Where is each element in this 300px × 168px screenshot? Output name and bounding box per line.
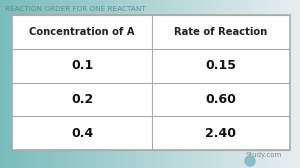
Bar — [12, 15, 290, 150]
Text: REACTION ORDER FOR ONE REACTANT: REACTION ORDER FOR ONE REACTANT — [5, 6, 146, 12]
Text: 0.2: 0.2 — [71, 93, 93, 106]
Text: Rate of Reaction: Rate of Reaction — [174, 27, 268, 37]
Circle shape — [245, 156, 255, 166]
Text: 0.1: 0.1 — [71, 59, 93, 72]
Text: Concentration of A: Concentration of A — [29, 27, 135, 37]
Text: 0.60: 0.60 — [206, 93, 236, 106]
Text: 0.15: 0.15 — [206, 59, 236, 72]
Text: 0.4: 0.4 — [71, 127, 93, 140]
Text: Study.com: Study.com — [246, 152, 282, 158]
Text: 2.40: 2.40 — [206, 127, 236, 140]
